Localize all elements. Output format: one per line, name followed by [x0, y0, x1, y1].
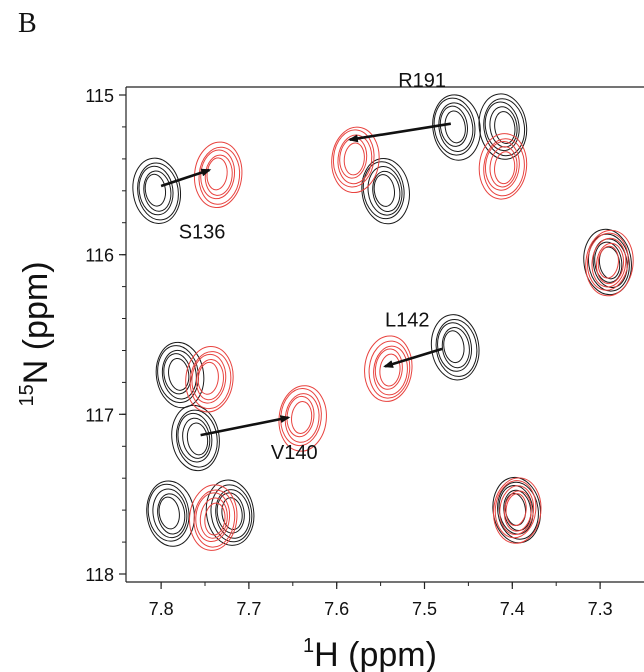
panel-label: B [18, 8, 37, 39]
red-peak [364, 335, 413, 402]
x-tick-label: 7.5 [412, 599, 437, 619]
black-peak [171, 404, 220, 472]
peak-label: L142 [385, 310, 430, 332]
x-tick-label: 7.7 [236, 599, 261, 619]
red-peak [278, 385, 327, 452]
shift-arrow [383, 347, 443, 368]
axes [125, 86, 644, 583]
peak-label: V140 [271, 442, 318, 464]
red-series [185, 126, 634, 551]
red-peak [185, 345, 234, 413]
black-peak [361, 157, 410, 225]
shift-arrow [200, 415, 291, 437]
peak-label: R191 [398, 70, 446, 92]
shift-arrow [160, 168, 212, 188]
peak-label: S136 [179, 222, 226, 244]
y-axis-title: 15N (ppm) [16, 261, 55, 406]
red-peak [193, 141, 243, 209]
shift-arrows [160, 122, 452, 437]
ticks: 7.8 7.7 7.6 7.5 7.4 7.3 115 116 117 118 [85, 86, 612, 619]
black-peak [146, 480, 195, 547]
x-axis-title: 1H (ppm) [303, 635, 437, 672]
red-peak [478, 133, 528, 200]
peak-contours [132, 93, 634, 551]
y-tick-label: 118 [85, 565, 114, 585]
shift-arrow [347, 122, 452, 143]
black-peak [478, 93, 528, 160]
black-peak [132, 157, 182, 224]
x-tick-label: 7.8 [149, 599, 174, 619]
peak-labels: S136 R191 L142 V140 [179, 70, 446, 464]
x-tick-label: 7.4 [500, 599, 525, 619]
y-tick-label: 116 [85, 246, 114, 266]
red-peak [585, 229, 634, 297]
y-tick-label: 115 [85, 86, 114, 106]
black-peak [430, 314, 480, 381]
black-peak [583, 228, 632, 296]
black-peak [432, 94, 481, 161]
red-peak [189, 484, 238, 551]
x-tick-label: 7.6 [324, 599, 349, 619]
x-tick-label: 7.3 [588, 599, 613, 619]
red-peak [493, 477, 542, 544]
y-tick-label: 117 [85, 405, 114, 425]
